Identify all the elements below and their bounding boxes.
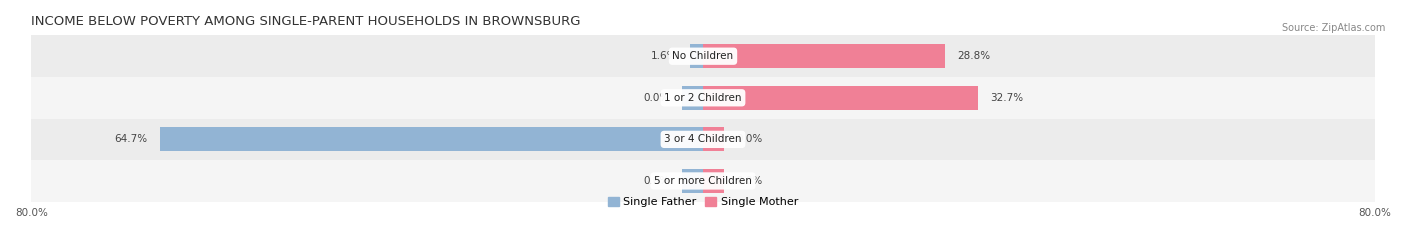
Bar xyxy=(703,86,977,110)
Text: 1.6%: 1.6% xyxy=(651,51,676,61)
Bar xyxy=(31,35,1375,77)
Bar xyxy=(31,119,1375,160)
Text: 0.0%: 0.0% xyxy=(737,176,763,186)
Text: INCOME BELOW POVERTY AMONG SINGLE-PARENT HOUSEHOLDS IN BROWNSBURG: INCOME BELOW POVERTY AMONG SINGLE-PARENT… xyxy=(31,15,581,28)
Text: No Children: No Children xyxy=(672,51,734,61)
Legend: Single Father, Single Mother: Single Father, Single Mother xyxy=(603,193,803,212)
Bar xyxy=(703,44,945,68)
Text: 0.0%: 0.0% xyxy=(643,176,669,186)
Text: 64.7%: 64.7% xyxy=(114,134,148,144)
Text: 3 or 4 Children: 3 or 4 Children xyxy=(664,134,742,144)
Bar xyxy=(703,127,724,151)
Bar xyxy=(682,86,703,110)
Text: 5 or more Children: 5 or more Children xyxy=(654,176,752,186)
Text: 0.0%: 0.0% xyxy=(737,134,763,144)
Bar xyxy=(682,169,703,193)
Text: 28.8%: 28.8% xyxy=(957,51,990,61)
Bar xyxy=(689,44,703,68)
Text: 0.0%: 0.0% xyxy=(643,93,669,103)
Bar xyxy=(160,127,703,151)
Bar xyxy=(31,77,1375,119)
Bar xyxy=(31,160,1375,202)
Text: Source: ZipAtlas.com: Source: ZipAtlas.com xyxy=(1281,23,1385,33)
Bar xyxy=(703,169,724,193)
Text: 32.7%: 32.7% xyxy=(990,93,1024,103)
Text: 1 or 2 Children: 1 or 2 Children xyxy=(664,93,742,103)
